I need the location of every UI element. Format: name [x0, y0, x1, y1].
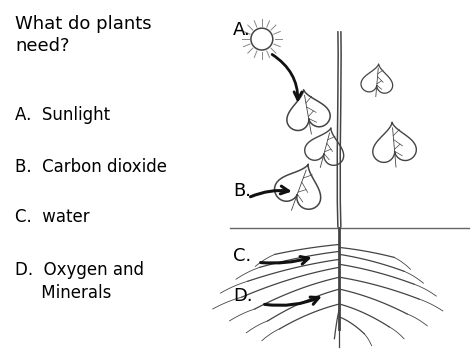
Text: B.: B.	[233, 182, 251, 200]
Text: C.: C.	[233, 247, 251, 266]
Text: A.: A.	[233, 21, 251, 39]
Text: B.  Carbon dioxide: B. Carbon dioxide	[15, 158, 167, 176]
Text: D.: D.	[233, 287, 253, 305]
Text: C.  water: C. water	[15, 208, 90, 226]
Text: A.  Sunlight: A. Sunlight	[15, 105, 110, 124]
Text: D.  Oxygen and
     Minerals: D. Oxygen and Minerals	[15, 261, 144, 301]
Text: What do plants
need?: What do plants need?	[15, 15, 152, 55]
